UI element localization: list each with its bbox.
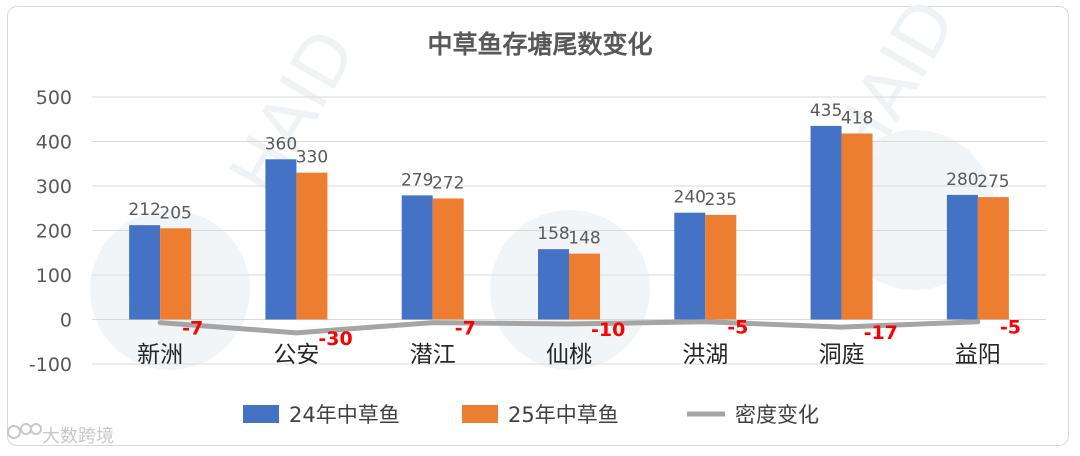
bar-24 [401,195,433,320]
bar-value-label: 148 [568,229,600,249]
density-change-label: -10 [591,319,625,341]
x-category-label: 潜江 [410,342,456,368]
bar-value-label: 360 [265,134,297,154]
bar-25 [296,172,328,320]
legend-label: 24年中草鱼 [289,403,400,427]
density-change-label: -7 [455,318,476,340]
legend-swatch [462,405,498,423]
bar-value-label: 212 [128,200,160,220]
bar-value-label: 275 [977,172,1009,192]
y-tick-label: 100 [36,265,72,287]
bar-24 [810,125,842,320]
x-category-label: 益阳 [955,342,1001,368]
y-tick-label: 400 [36,132,72,154]
bar-25 [160,228,192,320]
y-tick-label: 500 [36,87,72,109]
legend-label: 25年中草鱼 [508,403,619,427]
chart-title: 中草鱼存塘尾数变化 [427,30,652,59]
bar-25 [432,198,464,320]
brand-logo-icon [7,423,42,439]
density-change-label: -5 [1000,317,1021,339]
bar-value-label: 330 [296,148,328,168]
y-tick-label: 200 [36,221,72,243]
bar-24 [265,159,297,320]
x-category-label: 洪湖 [682,342,728,368]
bar-value-label: 279 [401,170,433,190]
legend-swatch [243,405,279,423]
bar-24 [674,212,706,320]
x-category-label: 新洲 [137,342,183,368]
legend-label: 密度变化 [735,403,819,427]
bar-value-label: 418 [841,108,873,128]
bar-value-label: 158 [537,224,569,244]
density-change-line [157,319,981,336]
bar-25 [569,253,600,320]
bar-value-label: 235 [705,190,737,210]
density-change-label: -30 [318,328,352,350]
bar-value-label: 435 [810,101,842,121]
bar-25 [705,214,737,320]
brand-watermark-text: 大数跨境 [42,426,114,447]
density-change-label: -17 [864,322,898,344]
bar-24 [538,249,569,320]
bar-value-label: 240 [674,188,706,208]
bar-value-label: 272 [432,173,464,193]
y-tick-label: 0 [60,310,72,332]
x-category-label: 洞庭 [819,342,865,368]
y-tick-label: -100 [29,354,72,376]
bar-value-label: 280 [946,170,978,190]
x-category-label: 仙桃 [546,342,592,368]
bar-24 [129,225,161,320]
y-tick-label: 300 [36,176,72,198]
bar-value-label: 205 [159,203,191,223]
density-change-label: -7 [182,318,203,340]
bar-25 [977,197,1009,320]
bar-24 [946,194,978,320]
bar-25 [841,133,873,320]
density-change-label: -5 [727,317,748,339]
x-category-label: 公安 [273,342,319,368]
